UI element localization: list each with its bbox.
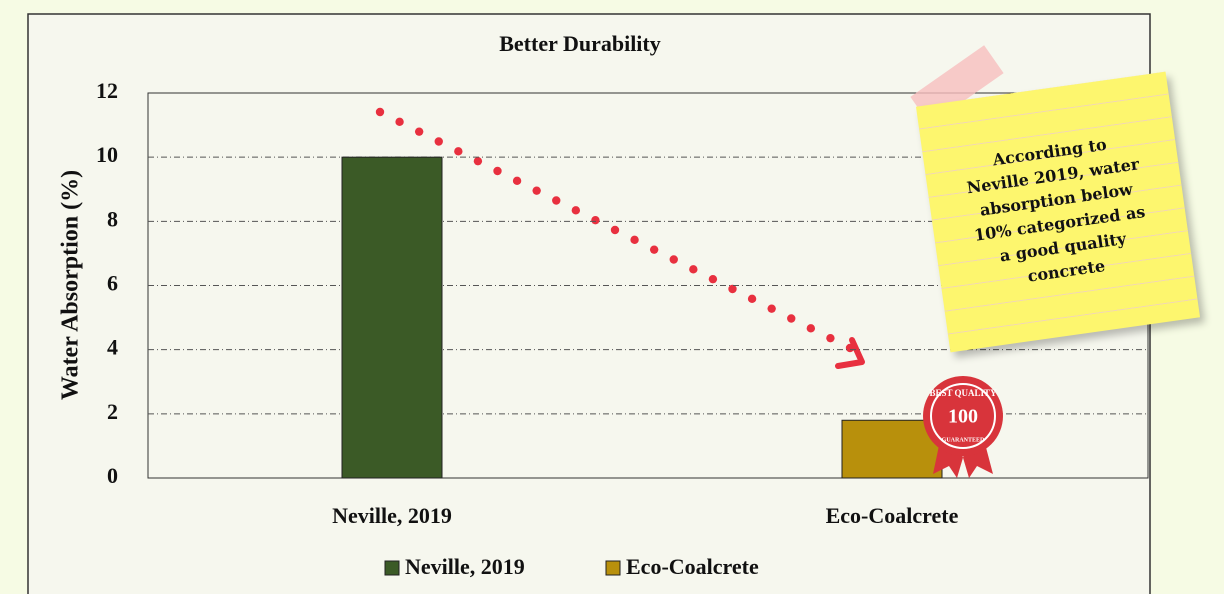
arrow-dot — [414, 127, 424, 136]
legend-swatch — [384, 560, 400, 576]
arrow-dot — [610, 225, 620, 235]
x-tick-label: Neville, 2019 — [332, 503, 452, 528]
y-tick-label: 6 — [107, 271, 118, 296]
arrow-dot — [493, 166, 502, 176]
quality-badge: BEST QUALITY 100 GUARANTEED — [923, 376, 1003, 478]
legend-label: Neville, 2019 — [405, 554, 525, 579]
arrow-dot — [689, 265, 698, 274]
arrow-dot — [532, 186, 541, 195]
x-tick-label: Eco-Coalcrete — [826, 503, 959, 528]
arrow-dot — [552, 196, 561, 205]
arrow-dot — [630, 235, 639, 245]
arrow-head — [835, 337, 865, 369]
arrow-dot — [669, 255, 678, 264]
arrow-dot — [767, 304, 776, 313]
legend-label: Eco-Coalcrete — [626, 554, 759, 579]
badge-text: GUARANTEED — [942, 437, 985, 443]
arrow-dot — [826, 333, 835, 343]
badge-ring — [930, 383, 996, 449]
arrow-dot — [434, 137, 443, 146]
arrow-dot — [375, 107, 385, 117]
arrow-dot — [728, 284, 737, 294]
badge-text: 100 — [948, 406, 978, 428]
sticky-note: According to Neville 2019, water absorptio… — [915, 71, 1201, 353]
y-tick-label: 12 — [96, 78, 118, 103]
chart-title: Better Durability — [499, 31, 661, 56]
legend-swatch — [605, 560, 621, 576]
arrow-dot — [747, 294, 757, 304]
trend-arrow — [375, 107, 865, 369]
badge-text: BEST QUALITY — [929, 388, 997, 398]
y-tick-label: 0 — [107, 463, 118, 488]
y-axis-label: Water Absorption (%) — [58, 170, 84, 400]
bar — [341, 156, 443, 479]
arrow-dot — [571, 206, 581, 215]
arrow-dot — [806, 324, 816, 333]
arrow-dot — [708, 274, 718, 284]
arrow-dot — [787, 314, 796, 323]
arrow-dot — [395, 117, 404, 127]
bar — [841, 419, 943, 479]
y-tick-label: 2 — [107, 399, 118, 424]
badge-circle — [923, 376, 1003, 456]
arrow-dot — [649, 245, 659, 254]
y-tick-label: 4 — [107, 335, 118, 360]
y-tick-label: 8 — [107, 206, 118, 231]
arrow-dot — [454, 147, 463, 156]
arrow-dot — [473, 156, 483, 166]
y-tick-label: 10 — [96, 142, 118, 167]
arrow-dot — [512, 176, 522, 186]
arrow-dot — [591, 215, 600, 225]
